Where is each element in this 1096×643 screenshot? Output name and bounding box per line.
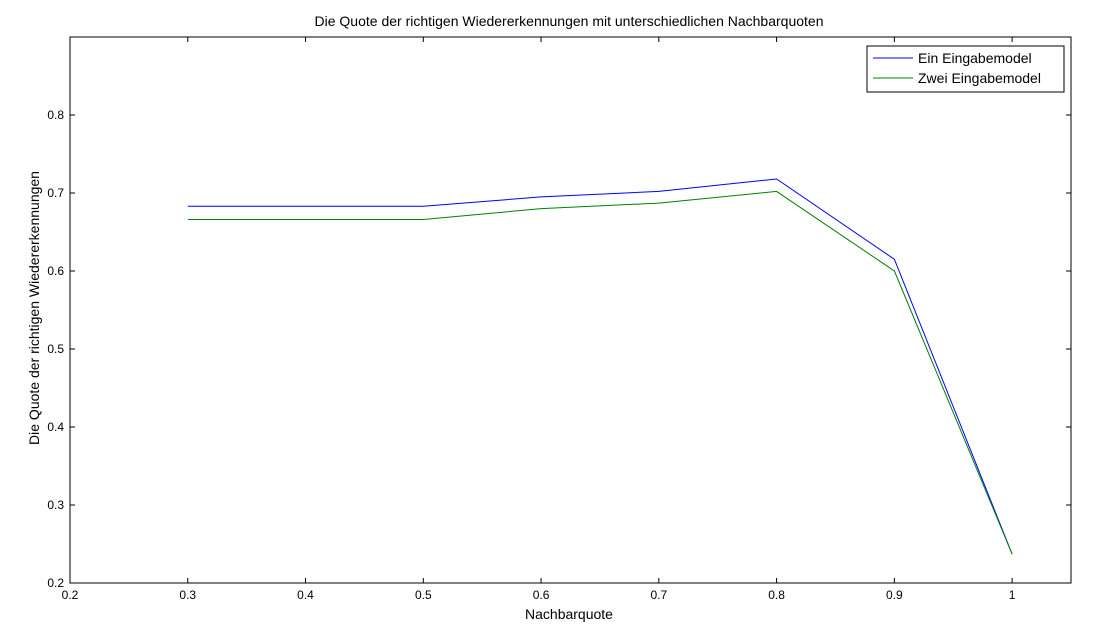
y-tick-label: 0.7 — [47, 186, 64, 200]
x-tick-label: 1 — [1009, 588, 1016, 602]
x-tick-label: 0.3 — [179, 588, 196, 602]
plot-area — [69, 36, 1072, 584]
x-tick-label: 0.7 — [650, 588, 667, 602]
x-tick-label: 0.2 — [62, 588, 79, 602]
series-line-1 — [187, 178, 1013, 555]
x-axis-label: Nachbarquote — [525, 606, 613, 622]
legend-box — [866, 45, 1065, 93]
x-tick-label: 0.8 — [768, 588, 785, 602]
x-tick-label: 0.5 — [415, 588, 432, 602]
legend-label-1: Ein Eingabemodel — [918, 50, 1032, 66]
axis-ticks: 0.2 0.3 0.4 0.5 0.6 0.7 0.8 0.9 1 0.2 0.3 0.4 0.5 0.6… — [47, 37, 1071, 602]
y-tick-label: 0.3 — [47, 498, 64, 512]
legend-label-2: Zwei Eingabemodel — [918, 70, 1041, 86]
chart-title: Die Quote der richtigen Wiedererkennunge… — [315, 13, 824, 29]
y-tick-label: 0.5 — [47, 342, 64, 356]
series-lines — [187, 178, 1013, 555]
y-axis-label: Die Quote der richtigen Wiedererkennunge… — [26, 171, 42, 445]
x-tick-label: 0.4 — [297, 588, 314, 602]
y-tick-label: 0.6 — [47, 264, 64, 278]
y-tick-label: 0.2 — [47, 576, 64, 590]
legend: Ein Eingabemodel Zwei Eingabemodel — [866, 45, 1065, 93]
y-tick-label: 0.4 — [47, 420, 64, 434]
series-line-2 — [187, 190, 1013, 555]
x-tick-label: 0.9 — [886, 588, 903, 602]
y-tick-label: 0.8 — [47, 108, 64, 122]
x-tick-label: 0.6 — [533, 588, 550, 602]
